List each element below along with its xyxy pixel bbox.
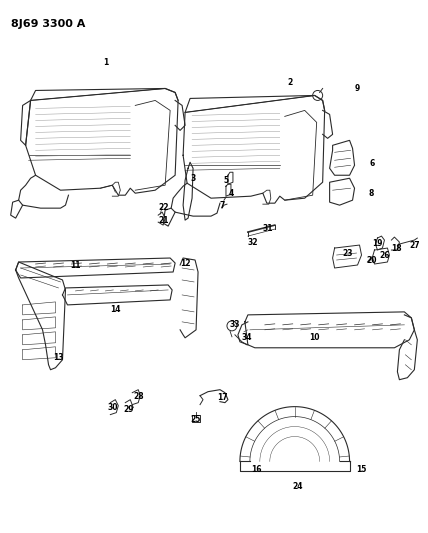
- Text: 24: 24: [292, 482, 303, 491]
- Text: 15: 15: [357, 465, 367, 474]
- Text: 26: 26: [379, 251, 390, 260]
- Text: 6: 6: [370, 159, 375, 168]
- Text: 29: 29: [123, 405, 134, 414]
- Text: 14: 14: [110, 305, 121, 314]
- Text: 12: 12: [180, 259, 190, 268]
- Text: 11: 11: [70, 261, 81, 270]
- Text: 18: 18: [391, 244, 402, 253]
- Text: 3: 3: [190, 174, 196, 183]
- Text: 13: 13: [53, 353, 64, 362]
- Text: 9: 9: [355, 84, 360, 93]
- Text: 19: 19: [372, 239, 383, 247]
- Text: 33: 33: [230, 320, 240, 329]
- Text: 21: 21: [158, 216, 168, 224]
- Text: 5: 5: [223, 176, 229, 185]
- Text: 16: 16: [252, 465, 262, 474]
- Text: 32: 32: [248, 238, 258, 247]
- Text: 34: 34: [242, 333, 252, 342]
- Text: 23: 23: [342, 248, 353, 257]
- Text: 8J69 3300 A: 8J69 3300 A: [11, 19, 85, 29]
- Text: 1: 1: [103, 58, 108, 67]
- Text: 17: 17: [217, 393, 227, 402]
- Text: 4: 4: [228, 189, 234, 198]
- Text: 30: 30: [107, 403, 118, 412]
- Text: 22: 22: [158, 203, 168, 212]
- Text: 28: 28: [133, 392, 143, 401]
- Text: 8: 8: [369, 189, 374, 198]
- Text: 10: 10: [309, 333, 320, 342]
- Text: 31: 31: [262, 224, 273, 232]
- Text: 2: 2: [287, 78, 292, 87]
- Text: 25: 25: [191, 415, 201, 424]
- Text: 27: 27: [409, 240, 420, 249]
- Text: 20: 20: [366, 255, 377, 264]
- Text: 7: 7: [219, 200, 225, 209]
